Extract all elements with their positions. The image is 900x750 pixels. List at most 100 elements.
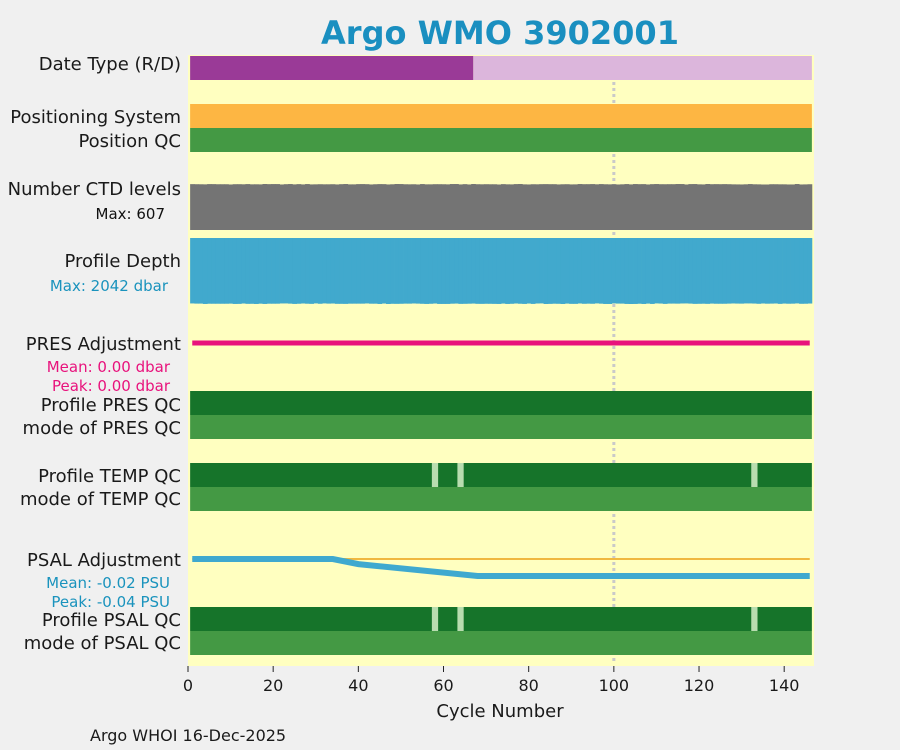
ctd-levels-bar [368,184,374,230]
ctd-levels-bar [296,184,302,230]
row-label-positioning-system: Positioning System [10,107,181,128]
profile-depth-bar [501,238,506,304]
profile-depth-bar [696,238,702,304]
profile-depth-bar [441,238,447,304]
profile-temp-qc-flag-58 [431,463,439,487]
profile-depth-bar [598,238,604,304]
profile-depth-bar [701,238,706,304]
ctd-levels-bar [709,184,715,230]
ctd-levels-bar [713,184,719,230]
ctd-levels-bar [445,184,451,230]
ctd-levels-bar [309,184,315,230]
ctd-levels-bar [386,184,391,230]
ctd-levels-bar [505,184,510,230]
ctd-levels-bar [479,184,485,230]
profile-depth-bar [543,238,549,304]
ctd-levels-bar [339,184,344,230]
ctd-levels-bar [739,184,745,230]
pres-adjustment-mean: Mean: 0.00 dbar [47,358,171,376]
profile-depth-bar [343,238,349,304]
profile-depth-bar [219,238,225,304]
ctd-levels-bar [513,184,519,230]
ctd-levels-bar [794,184,800,230]
profile-depth-bar [799,238,804,304]
profile-depth-bar [394,238,400,304]
profile-depth-bar [594,238,600,304]
profile-depth-bar [292,238,297,304]
ctd-levels-bar [756,184,762,230]
profile-depth-bar [198,238,204,304]
ctd-levels-bar [449,184,455,230]
mode-temp-qc-bar [190,487,812,511]
x-axis-label: Cycle Number [436,701,564,722]
profile-depth-bar [364,238,370,304]
profile-depth-bar [547,238,553,304]
row-label-ctd-levels: Number CTD levels [8,179,181,200]
ctd-levels-bar [415,184,421,230]
ctd-levels-bar [198,184,204,230]
profile-depth-bar [360,238,366,304]
profile-depth-bar [713,238,719,304]
profile-temp-qc-flag-133 [751,463,758,487]
profile-depth-bar [479,238,485,304]
ctd-levels-bar [202,184,208,230]
profile-depth-bar [726,238,732,304]
ctd-levels-bar [786,184,791,230]
profile-depth-bar [760,238,766,304]
profile-depth-bar [603,238,608,304]
ctd-levels-bar [560,184,566,230]
ctd-levels-bar [645,184,651,230]
ctd-levels-bar [245,184,251,230]
ctd-levels-bar [547,184,553,230]
ctd-levels-bar [586,184,591,230]
profile-depth-bar [411,238,417,304]
ctd-levels-bar [671,184,676,230]
ctd-levels-bar [190,184,195,230]
ctd-levels-bar [403,184,408,230]
ctd-levels-bar [654,184,659,230]
ctd-levels-bar [207,184,212,230]
profile-depth-bar [773,238,779,304]
profile-depth-bar [407,238,412,304]
x-tick-label-0: 0 [183,676,193,695]
profile-depth-bar [628,238,634,304]
profile-depth-bar [458,238,464,304]
profile-depth-bar [730,238,736,304]
ctd-levels-bar [752,184,757,230]
ctd-levels-bar [773,184,779,230]
profile-depth-bar [756,238,762,304]
profile-depth-bar [190,238,195,304]
ctd-levels-bar [799,184,804,230]
profile-depth-bar [245,238,251,304]
profile-depth-bar [351,238,357,304]
ctd-levels-bar [522,184,527,230]
position-qc-bar [190,128,812,152]
ctd-levels-bar [492,184,498,230]
profile-depth-bar [518,238,523,304]
profile-depth-bar [790,238,796,304]
ctd-levels-bar [526,184,532,230]
profile-depth-bar [347,238,353,304]
ctd-levels-bar [573,184,579,230]
plot-panel [188,55,814,666]
profile-depth-bar [560,238,566,304]
ctd-levels-bar [424,184,430,230]
ctd-levels-bar [552,184,557,230]
ctd-levels-bar [590,184,596,230]
ctd-levels-bar [466,184,472,230]
ctd-levels-bar [420,184,425,230]
ctd-levels-bar [377,184,383,230]
profile-depth-bar [688,238,694,304]
profile-depth-bar [692,238,698,304]
profile-depth-bar [539,238,544,304]
profile-depth-bar [641,238,647,304]
ctd-levels-bar [539,184,544,230]
ctd-levels-bar [381,184,387,230]
ctd-levels-bar [722,184,728,230]
profile-depth-bar [313,238,319,304]
profile-depth-bar [249,238,255,304]
ctd-levels-bar [313,184,319,230]
profile-depth-bar [569,238,574,304]
ctd-levels-bar [692,184,698,230]
ctd-levels-bar [347,184,353,230]
